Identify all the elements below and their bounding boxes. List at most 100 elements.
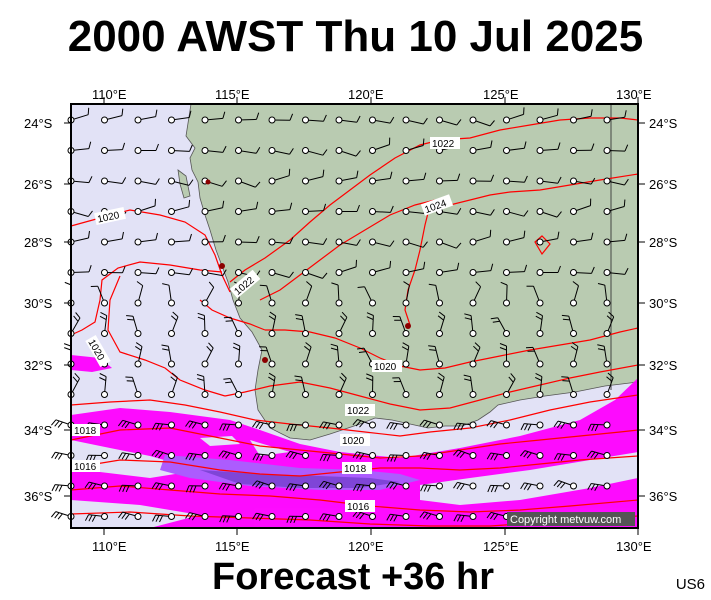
wind-barb-feather	[268, 372, 276, 378]
wind-barb-feather	[292, 484, 298, 492]
isobar-label: 1022	[347, 406, 370, 417]
wind-barb-feather	[536, 311, 543, 317]
station-circle	[335, 482, 343, 490]
wind-barb-feather	[560, 422, 566, 429]
wind-barb-feather	[322, 422, 328, 429]
station-circle	[335, 238, 343, 246]
wind-barb-feather	[151, 482, 157, 489]
station-circle	[335, 269, 343, 276]
wind-barb-feather	[352, 484, 358, 491]
station-circle	[369, 482, 376, 490]
station-circle	[302, 208, 309, 215]
wind-barb-feather	[490, 174, 495, 182]
station-circle	[201, 360, 209, 368]
wind-barb-feather	[192, 485, 197, 493]
wind-barbs	[51, 107, 629, 523]
lon-label: 110°E	[92, 87, 127, 102]
wind-barb-feather	[386, 454, 391, 462]
wind-barb-feather	[295, 318, 303, 321]
wind-barb-feather	[341, 372, 347, 379]
wind-barb-feather	[392, 483, 398, 490]
station-circle	[603, 391, 611, 398]
station-circle	[201, 513, 209, 520]
wind-barb-feather	[208, 342, 214, 349]
station-circle	[503, 147, 510, 154]
wind-barb-feather	[556, 211, 562, 218]
station-circle	[302, 391, 309, 398]
wind-barb-feather	[587, 450, 592, 458]
wind-barb-feather	[255, 146, 261, 154]
wind-barb-feather	[490, 209, 495, 216]
wind-barb-feather	[255, 481, 261, 488]
station-circle	[469, 269, 477, 276]
lon-label: 130°E	[616, 539, 652, 554]
wind-barb-feather	[356, 204, 360, 212]
wind-barb-feather	[426, 453, 432, 460]
station-circle	[402, 238, 410, 246]
station-circle	[536, 452, 544, 459]
station-circle	[201, 269, 209, 276]
station-circle	[134, 482, 142, 490]
wind-barb-feather	[84, 514, 90, 521]
wind-barb-feather	[358, 351, 366, 353]
station-circle	[469, 391, 477, 398]
wind-barb-feather	[84, 481, 90, 489]
station-circle	[302, 177, 309, 185]
wind-barb-feather	[188, 268, 194, 275]
station-circle	[469, 147, 477, 154]
station-circle	[469, 452, 477, 459]
wind-barb-feather	[390, 205, 394, 213]
wind-barb-feather	[258, 514, 264, 521]
wind-barb-feather	[232, 346, 240, 351]
wind-barb-feather	[453, 422, 458, 430]
station-circle	[134, 177, 142, 185]
station-circle	[302, 330, 309, 337]
wind-barb-feather	[219, 515, 223, 523]
wind-barb-feather	[155, 178, 160, 185]
station-circle	[469, 421, 477, 429]
wind-barb-feather	[460, 515, 465, 523]
wind-barb-feather	[492, 320, 500, 323]
station-circle	[134, 391, 142, 398]
station-circle	[302, 269, 309, 276]
station-circle	[536, 421, 544, 429]
station-circle	[335, 360, 343, 368]
wind-barb-feather	[292, 452, 298, 460]
station-circle	[469, 482, 477, 490]
wind-barb-feather	[473, 345, 479, 352]
station-circle	[402, 391, 410, 398]
station-circle	[101, 421, 108, 429]
wind-barb-feather	[295, 379, 303, 382]
wind-barb-feather	[326, 514, 331, 522]
wind-barb-feather	[389, 514, 395, 522]
latitude-labels-left: 24°S 26°S 28°S 30°S 32°S 34°S 36°S	[24, 116, 53, 504]
wind-barb-feather	[87, 107, 90, 115]
wind-barb-feather	[57, 453, 63, 460]
wind-barb-feather	[188, 110, 192, 118]
wind-barb-feather	[359, 421, 365, 428]
copyright-text: Copyright metvuw.com	[510, 514, 621, 526]
lat-label: 32°S	[649, 358, 678, 373]
station-circle	[402, 269, 410, 276]
wind-barb-feather	[197, 316, 205, 320]
wind-barb-feather	[401, 346, 409, 351]
lat-label: 36°S	[649, 489, 678, 504]
wind-barb-feather	[489, 229, 492, 237]
wind-barb-feather	[393, 455, 398, 462]
station-circle	[603, 147, 611, 154]
wind-barb-feather	[268, 376, 275, 382]
wind-barb-feather	[255, 513, 261, 521]
wind-barb-feather	[222, 515, 227, 523]
wind-barb-feather	[252, 512, 257, 520]
wind-barb-feather	[99, 315, 107, 321]
station-circle	[335, 330, 343, 337]
wind-barb-feather	[259, 284, 267, 287]
wind-barb-feather	[524, 175, 528, 183]
station-circle	[268, 330, 276, 337]
wind-barb-feather	[561, 376, 569, 378]
station-circle	[503, 269, 510, 276]
wind-barb-feather	[221, 451, 227, 458]
wind-barb-feather	[597, 348, 605, 351]
wind-barb-feather	[597, 344, 605, 347]
station-circle	[101, 147, 108, 154]
